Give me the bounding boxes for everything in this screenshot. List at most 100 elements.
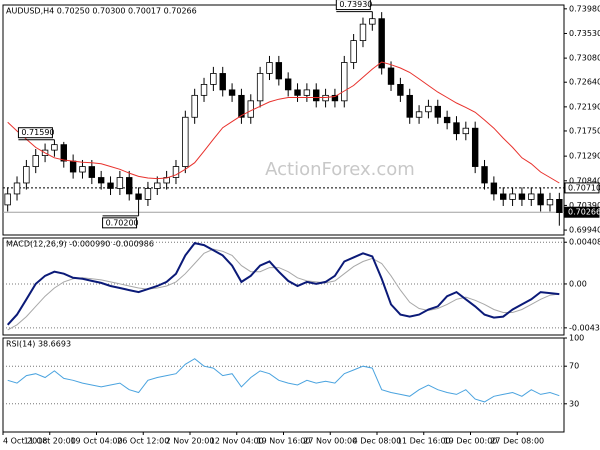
candle-body [51, 144, 58, 151]
annotation-label: 0.70200 [106, 218, 139, 227]
candle-body [266, 62, 273, 74]
y-tick-label: 0.71750 [569, 126, 600, 135]
candle-body [546, 199, 554, 206]
candle-body [284, 78, 292, 91]
candle-body [313, 89, 320, 102]
x-tick-label: 19 Dec 00:00 [444, 437, 498, 446]
candle-body [275, 62, 283, 80]
candle-body [425, 105, 432, 113]
candle-body [397, 84, 404, 96]
series-line [7, 248, 560, 331]
series-line [7, 61, 560, 184]
candle-body [13, 182, 21, 195]
candle-body [88, 166, 96, 178]
candle-body [23, 166, 30, 184]
candle-body [434, 105, 441, 118]
y-tick-label: 0.73080 [569, 54, 600, 63]
candle-body [79, 166, 86, 173]
candle-body [481, 166, 488, 184]
annotation-box [17, 127, 53, 139]
candle-body [4, 193, 11, 206]
candle-body [378, 18, 385, 69]
candle-body [518, 193, 526, 200]
candle-body [107, 182, 114, 189]
y-tick-label: 0.70390 [569, 201, 600, 210]
x-tick-label: 11 Oct 20:00 [24, 437, 76, 446]
candle-body [256, 73, 264, 102]
candle-body [182, 116, 189, 167]
candle-body [415, 111, 423, 118]
panel-title: RSI(14) 38.6693 [6, 340, 71, 349]
y-tick-label: 100 [569, 334, 584, 343]
candle-body [359, 23, 367, 41]
candle-body [172, 166, 180, 178]
candle-body [32, 155, 39, 167]
candle-body [210, 73, 217, 85]
y-tick-label: 0.70840 [569, 176, 600, 185]
candle-body [490, 182, 498, 195]
series-line [6, 241, 560, 326]
annotation-label: 0.73930 [339, 0, 372, 9]
panel-frame [2, 237, 565, 336]
candle-body [387, 67, 395, 85]
y-tick-label: 0.72640 [569, 78, 600, 87]
candle-body [453, 122, 460, 135]
y-tick-label: -0.0043 [569, 323, 600, 332]
y-tick-label: 30 [569, 399, 579, 408]
panel-frame [2, 337, 565, 433]
watermark: ActionForex.com [265, 159, 415, 180]
y-tick-label: 0.71290 [569, 152, 600, 161]
candle-body [406, 94, 413, 118]
y-tick-label: 0.73980 [569, 4, 600, 13]
x-tick-label: 27 Dec 08:00 [490, 437, 544, 446]
candle-body [369, 18, 376, 25]
candle-body [69, 160, 77, 173]
candle-body [191, 94, 198, 118]
price-level-box [564, 182, 600, 194]
x-tick-label: 2 Nov 20:00 [166, 437, 215, 446]
price-level-box [564, 206, 600, 218]
candle-body [60, 144, 67, 162]
x-tick-label: 4 Oct 2018 [3, 437, 47, 446]
candle-body [471, 127, 479, 167]
candle-body [219, 73, 226, 91]
y-tick-label: 0.00 [569, 279, 587, 288]
y-tick-label: 70 [569, 362, 579, 371]
y-tick-label: 0.72190 [569, 102, 600, 111]
candle-body [126, 177, 133, 195]
candle-body [303, 89, 311, 96]
candle-body [116, 177, 124, 189]
y-tick-label: 0.69940 [569, 226, 600, 235]
candle-body [144, 188, 152, 200]
candle-body [135, 193, 142, 200]
x-tick-label: 19 Oct 04:00 [70, 437, 122, 446]
annotation-box [335, 0, 371, 11]
candle-body [200, 84, 208, 96]
x-tick-label: 26 Oct 12:00 [117, 437, 169, 446]
candle-body [537, 193, 544, 206]
candle-body [322, 94, 329, 102]
x-tick-label: 4 Dec 08:00 [353, 437, 402, 446]
candle-body [97, 177, 105, 184]
price-level-label: 0.70266 [568, 208, 600, 217]
x-tick-label: 11 Dec 16:00 [397, 437, 451, 446]
panel-title: MACD(12,26,9) -0.000990 -0.000986 [6, 240, 154, 249]
x-tick-label: 19 Nov 16:00 [257, 437, 311, 446]
annotation-box [102, 217, 138, 229]
x-tick-label: 12 Nov 04:00 [210, 437, 264, 446]
candle-body [509, 193, 516, 200]
candle-body [528, 193, 535, 200]
candle-body [556, 199, 563, 213]
candle-body [331, 94, 339, 102]
candle-body [294, 89, 301, 96]
annotation-label: 0.71590 [21, 128, 54, 137]
panel-title: AUDUSD,H4 0.70250 0.70300 0.70017 0.7026… [6, 7, 197, 16]
y-tick-label: 0.73530 [569, 29, 600, 38]
price-level-label: 0.70710 [568, 183, 600, 192]
candle-body [462, 127, 470, 135]
candle-body [154, 182, 161, 189]
candle-body [228, 89, 236, 96]
candle-body [341, 62, 348, 102]
